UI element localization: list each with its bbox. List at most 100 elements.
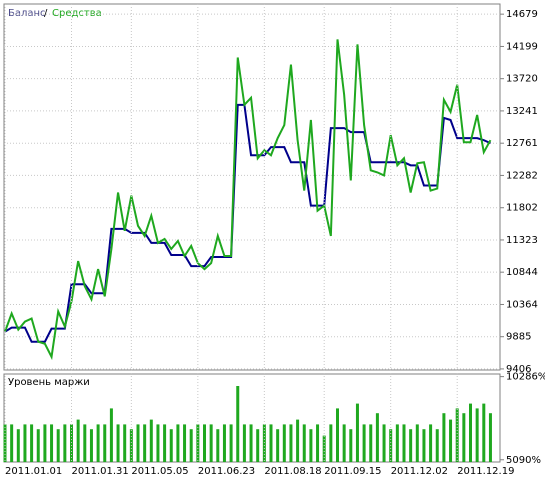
bar — [116, 424, 120, 462]
bar — [96, 424, 100, 462]
x-tick-label: 2011.12.19 — [457, 466, 514, 477]
bar — [402, 424, 406, 462]
x-tick-label: 2011.06.23 — [198, 466, 255, 477]
bar — [169, 429, 173, 462]
bar — [56, 429, 60, 462]
bar — [362, 424, 366, 462]
bar — [342, 424, 346, 462]
bar — [475, 408, 479, 462]
bar — [196, 424, 200, 462]
legend-separator: / — [44, 8, 48, 19]
bar — [176, 424, 180, 462]
bar — [375, 413, 379, 462]
y-tick-label: 9406 — [506, 364, 531, 375]
bar — [336, 408, 339, 462]
y-tick-label: 11323 — [506, 235, 538, 246]
bar — [435, 429, 439, 462]
bar — [369, 424, 373, 462]
x-tick-label: 2011.05.05 — [131, 466, 188, 477]
x-tick-label: 2011.08.18 — [264, 466, 321, 477]
bar — [382, 424, 386, 462]
y-tick-label: 13720 — [506, 74, 538, 85]
bar — [109, 408, 113, 462]
x-tick-label: 2011.01.31 — [72, 466, 129, 477]
bar — [203, 424, 206, 462]
bar — [276, 429, 280, 462]
y-tick-label: 13241 — [506, 106, 538, 117]
series-line — [4, 39, 492, 361]
bar — [63, 424, 67, 462]
bar — [229, 424, 233, 462]
bar — [262, 424, 266, 462]
bar — [488, 413, 492, 462]
bar — [123, 424, 127, 462]
bar — [43, 424, 47, 462]
y-tick-label: 14199 — [506, 41, 538, 52]
main-panel — [3, 3, 501, 371]
y-tick-label: 5090% — [506, 455, 541, 466]
bar — [349, 429, 353, 462]
bar — [149, 419, 153, 462]
bar — [249, 424, 253, 462]
bar — [395, 424, 399, 462]
bar — [329, 424, 333, 462]
legend-balance: Баланс — [8, 8, 46, 19]
bar — [156, 424, 160, 462]
y-tick-label: 10286% — [506, 372, 545, 383]
bar — [236, 386, 240, 462]
bar — [455, 408, 459, 462]
bar — [3, 424, 7, 462]
y-tick-label: 11802 — [506, 203, 538, 214]
y-tick-label: 14679 — [506, 9, 538, 20]
bar — [442, 413, 446, 462]
bar — [469, 403, 472, 462]
bar — [256, 429, 260, 462]
bar — [83, 424, 87, 462]
bar — [282, 424, 286, 462]
bar — [422, 429, 426, 462]
bar — [316, 424, 320, 462]
bar — [10, 424, 14, 462]
bar — [136, 424, 140, 462]
y-tick-label: 12761 — [506, 138, 538, 149]
bar — [143, 424, 147, 462]
x-tick-label: 2011.12.02 — [391, 466, 448, 477]
bar — [462, 413, 466, 462]
y-tick-label: 12282 — [506, 170, 538, 181]
bar — [302, 424, 306, 462]
bar — [449, 419, 453, 462]
bar — [209, 424, 213, 462]
bar — [415, 424, 419, 462]
y-tick-label: 9885 — [506, 332, 531, 343]
y-tick-label: 10364 — [506, 299, 538, 310]
bar — [429, 424, 433, 462]
bar — [189, 429, 193, 462]
bar — [289, 424, 293, 462]
x-tick-label: 2011.09.15 — [324, 466, 381, 477]
panel-title: Уровень маржи — [8, 377, 90, 388]
x-tick-label: 2011.01.01 — [5, 466, 62, 477]
bar — [76, 419, 80, 462]
bar — [216, 429, 220, 462]
bar — [50, 424, 54, 462]
bar — [296, 419, 300, 462]
bar — [36, 429, 40, 462]
bar — [163, 424, 167, 462]
bar — [103, 424, 107, 462]
bar — [70, 424, 73, 462]
legend-equity: Средства — [52, 8, 102, 19]
bar — [355, 403, 359, 462]
bar — [183, 424, 187, 462]
bar — [222, 424, 226, 462]
bar — [23, 424, 27, 462]
bar — [89, 429, 93, 462]
y-tick-label: 10844 — [506, 267, 538, 278]
bar — [30, 424, 34, 462]
bar — [309, 429, 313, 462]
bar — [409, 429, 413, 462]
series-line — [4, 103, 491, 343]
bar — [482, 403, 486, 462]
bar — [242, 424, 246, 462]
bar — [16, 429, 20, 462]
